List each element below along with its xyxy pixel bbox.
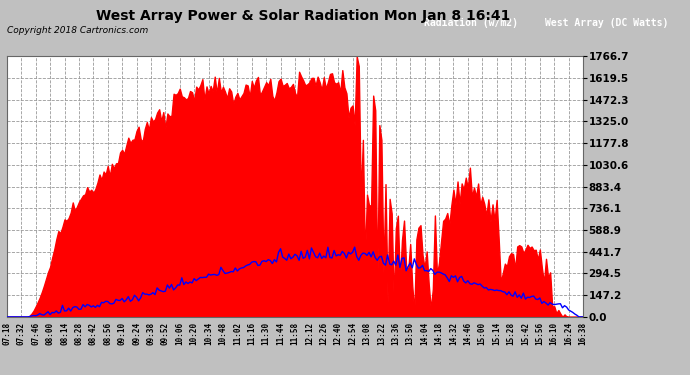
Text: West Array Power & Solar Radiation Mon Jan 8 16:41: West Array Power & Solar Radiation Mon J… (97, 9, 511, 23)
Text: West Array (DC Watts): West Array (DC Watts) (545, 18, 668, 27)
Text: Copyright 2018 Cartronics.com: Copyright 2018 Cartronics.com (7, 26, 148, 35)
Text: Radiation (w/m2): Radiation (w/m2) (424, 18, 518, 27)
